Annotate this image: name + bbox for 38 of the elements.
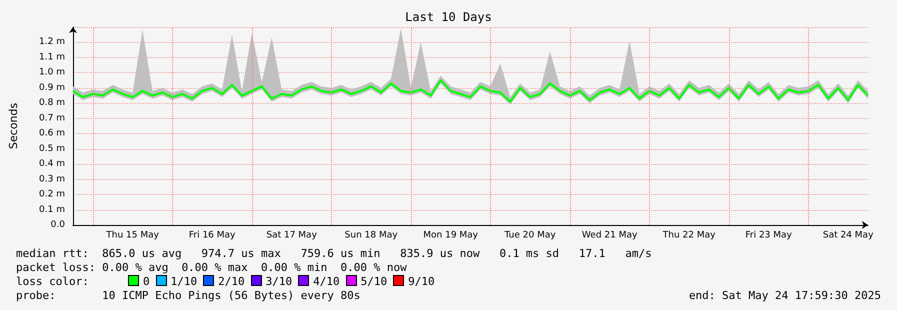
y-tick-label: 0.6 m (39, 128, 65, 139)
x-tick-label: Sat 17 May (266, 230, 318, 240)
text: median rtt: 865.0 us avg 974.7 us max 759.6 us min 835.9 us now 0.1 ms sd 17.1 am/s (16, 247, 652, 260)
x-tick-label: Thu 22 May (662, 230, 716, 240)
chart-title: Last 10 Days (405, 10, 492, 24)
y-tick-label: 0.9 m (39, 82, 65, 93)
x-tick-label: Tue 20 May (504, 230, 556, 240)
y-tick-label: 0.8 m (39, 98, 65, 108)
x-tick-label: Wed 21 May (582, 230, 638, 240)
legend-label: 3/10 (266, 275, 292, 288)
y-tick-label: 0.1 m (39, 204, 65, 215)
text: end: Sat May 24 17:59:30 2025 (688, 289, 881, 302)
x-tick-label: Thu 15 May (105, 230, 160, 240)
x-tick-label: Sun 18 May (344, 230, 398, 240)
y-tick-label: 0.7 m (39, 113, 65, 124)
y-tick-label: 0.5 m (39, 144, 65, 154)
legend-label: 1/10 (170, 275, 198, 288)
y-tick-label: 0.3 m (39, 174, 65, 184)
legend-label: 9/10 (408, 275, 435, 288)
legend-label: 0 (142, 275, 150, 288)
text: probe: 10 ICMP Echo Pings (56 Bytes) every 80s (16, 289, 360, 302)
x-tick-label: Mon 19 May (423, 230, 479, 240)
y-tick-label: 0.4 m (39, 159, 65, 170)
x-tick-label: Fri 23 May (745, 230, 793, 240)
legend-label: 2/10 (218, 275, 245, 288)
y-tick-label: 0.2 m (39, 190, 65, 200)
legend-label: 5/10 (360, 275, 388, 288)
x-tick-label: Sat 24 May (822, 230, 874, 240)
y-tick-label: 1.2 m (39, 37, 65, 48)
y-axis-title: Seconds (7, 102, 20, 150)
line-series (72, 79, 869, 103)
y-tick-label: 1.0 m (39, 68, 65, 78)
legend-label: 4/10 (313, 275, 340, 288)
legend-title: loss color: (16, 275, 89, 288)
x-tick-label: Fri 16 May (188, 230, 236, 240)
y-tick-label: 1.1 m (39, 52, 65, 62)
y-tick-label: 0.0 (50, 220, 66, 230)
text: packet loss: 0.00 % avg 0.00 % max 0.00 % min 0.00 % now (16, 261, 407, 274)
